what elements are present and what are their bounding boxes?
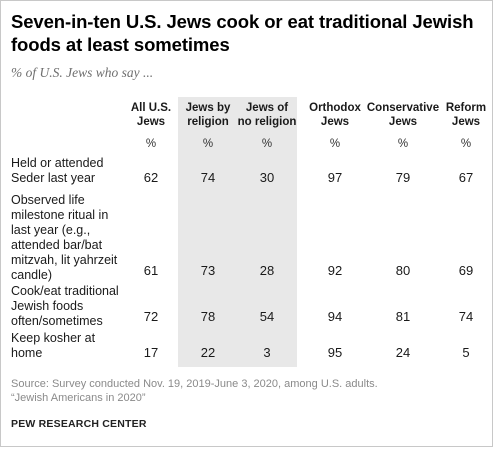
column-unit: % bbox=[202, 138, 214, 150]
table-cell: 92 bbox=[327, 263, 343, 278]
table-cell: 74 bbox=[458, 309, 474, 324]
row-label: Held or attended Seder last year bbox=[11, 156, 104, 185]
table-cell: 74 bbox=[200, 170, 216, 185]
table-cell: 73 bbox=[200, 263, 216, 278]
column-header: All U.S. Jews bbox=[130, 102, 172, 128]
source-note: Source: Survey conducted Nov. 19, 2019-J… bbox=[11, 377, 378, 405]
brand-logo-text: PEW RESEARCH CENTER bbox=[11, 418, 147, 430]
table-cell: 28 bbox=[259, 263, 275, 278]
table-cell: 61 bbox=[143, 263, 159, 278]
column-unit: % bbox=[145, 138, 157, 150]
table-cell: 81 bbox=[395, 309, 411, 324]
table-cell: 5 bbox=[462, 345, 470, 360]
table-cell: 95 bbox=[327, 345, 343, 360]
table-cell: 80 bbox=[395, 263, 411, 278]
row-label: Observed life milestone ritual in last yea… bbox=[11, 193, 118, 282]
column-unit: % bbox=[261, 138, 273, 150]
table-cell: 69 bbox=[458, 263, 474, 278]
column-header: Orthodox Jews bbox=[309, 102, 361, 128]
chart-subtitle: % of U.S. Jews who say ... bbox=[11, 65, 154, 80]
row-label: Keep kosher at home bbox=[11, 331, 96, 360]
table-cell: 78 bbox=[200, 309, 216, 324]
source-line: Source: Survey conducted Nov. 19, 2019-J… bbox=[11, 378, 378, 390]
column-unit: % bbox=[397, 138, 409, 150]
column-header: Jews by religion bbox=[185, 102, 231, 128]
table-cell: 54 bbox=[259, 309, 275, 324]
table-cell: 62 bbox=[143, 170, 159, 185]
table-cell: 67 bbox=[458, 170, 474, 185]
table-cell: 97 bbox=[327, 170, 343, 185]
table-cell: 30 bbox=[259, 170, 275, 185]
column-header: Reform Jews bbox=[445, 102, 487, 128]
row-label: Cook/eat traditional Jewish foods often/so… bbox=[11, 284, 119, 328]
column-header: Conservative Jews bbox=[366, 102, 440, 128]
highlighted-columns-background bbox=[178, 97, 297, 367]
column-unit: % bbox=[329, 138, 341, 150]
table-cell: 22 bbox=[200, 345, 216, 360]
column-header: Jews of no religion bbox=[237, 102, 297, 128]
table-cell: 72 bbox=[143, 309, 159, 324]
chart-title: Seven-in-ten U.S. Jews cook or eat tradi… bbox=[11, 11, 474, 55]
table-cell: 17 bbox=[143, 345, 159, 360]
table-cell: 94 bbox=[327, 309, 343, 324]
column-unit: % bbox=[460, 138, 472, 150]
table-cell: 24 bbox=[395, 345, 411, 360]
source-line: “Jewish Americans in 2020” bbox=[11, 392, 146, 404]
table-cell: 3 bbox=[263, 345, 271, 360]
table-cell: 79 bbox=[395, 170, 411, 185]
